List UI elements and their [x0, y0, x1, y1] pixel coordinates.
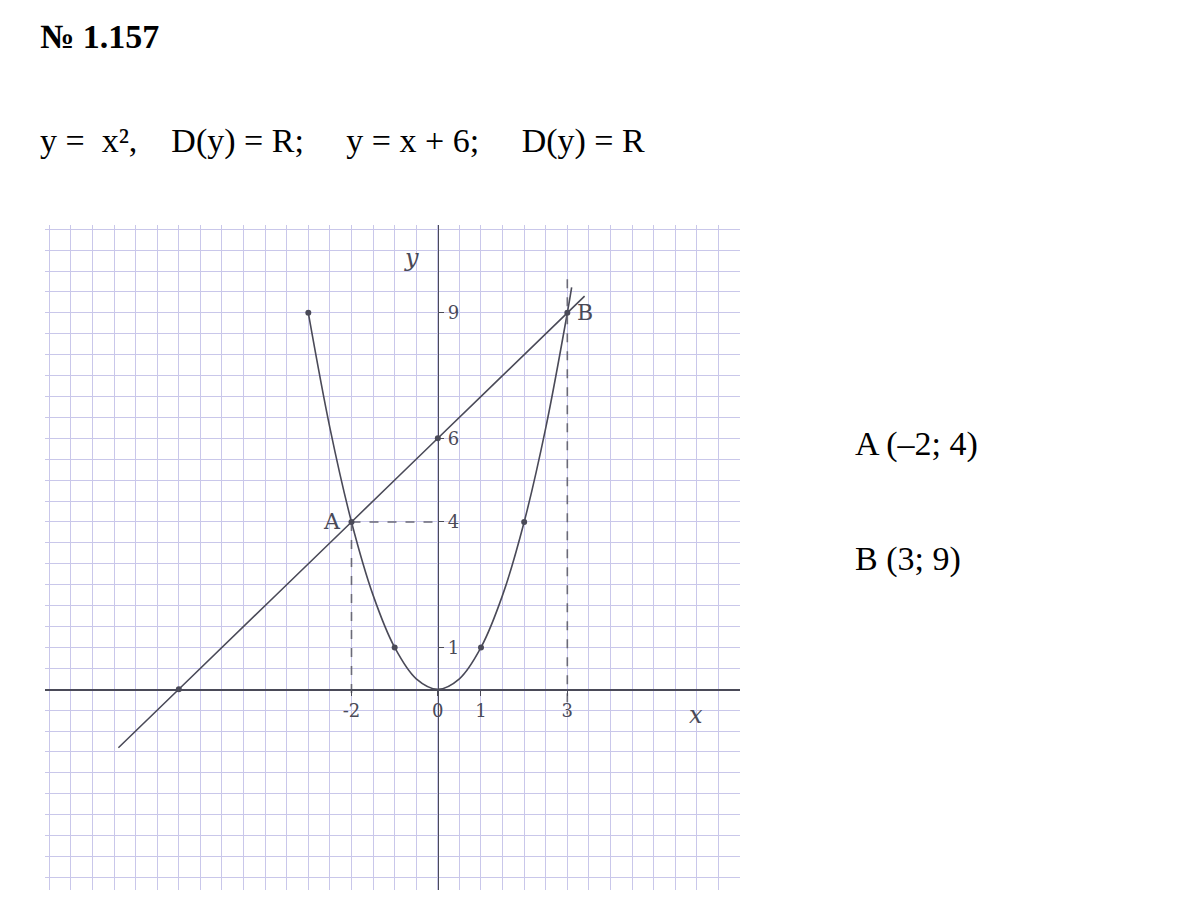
- svg-text:9: 9: [448, 302, 459, 323]
- svg-text:A: A: [323, 509, 341, 534]
- svg-text:3: 3: [562, 700, 573, 721]
- svg-text:0: 0: [432, 700, 443, 721]
- html-text:A (–2; 4): A (–2; 4): [855, 425, 978, 462]
- html-text:№ 1.157: № 1.157: [40, 18, 160, 55]
- svg-text:1: 1: [448, 637, 459, 658]
- svg-text:y: y: [404, 244, 419, 272]
- svg-text:-2: -2: [343, 700, 361, 721]
- svg-text:4: 4: [448, 511, 459, 532]
- svg-text:6: 6: [448, 428, 459, 449]
- svg-text:x: x: [689, 701, 703, 729]
- svg-text:1: 1: [475, 700, 486, 721]
- svg-text:B: B: [577, 300, 593, 325]
- html-text:B (3; 9): B (3; 9): [855, 540, 961, 577]
- html-text:y = x², D(y) = R; y = x + 6; D: y = x², D(y) = R; y = x + 6; D(y) = R: [40, 122, 645, 159]
